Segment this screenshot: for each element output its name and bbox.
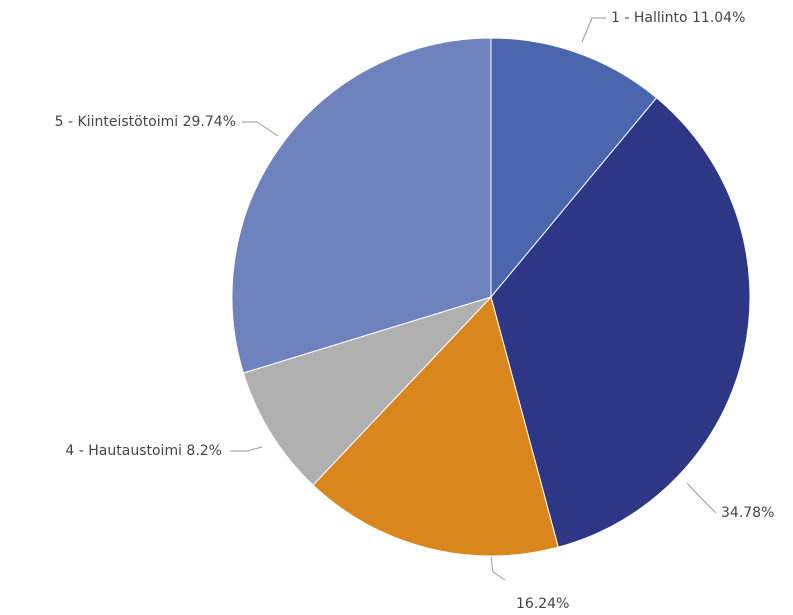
slice-label-1: 1 - Hallinto 11.04%	[611, 10, 745, 26]
slice-label-4: 4 - Hautaustoimi 8.2%	[65, 443, 222, 459]
leader-line-2	[686, 482, 717, 514]
leader-line-4	[230, 446, 263, 452]
pie-slices	[231, 37, 751, 557]
pie-slice-4[interactable]	[242, 295, 493, 486]
slice-label-2: 34.78%	[721, 505, 774, 521]
leader-line-3	[490, 556, 506, 581]
pie-slice-1[interactable]	[490, 37, 658, 299]
slice-labels: 1 - Hallinto 11.04% 34.78% 16.24% 4 - Hauta…	[55, 10, 775, 612]
pie-slice-3[interactable]	[312, 296, 559, 557]
pie-slice-2[interactable]	[490, 97, 751, 548]
slice-label-3: 16.24%	[516, 596, 569, 612]
label-leader-lines	[230, 17, 717, 581]
leader-line-5	[242, 121, 279, 137]
pie-slice-5[interactable]	[231, 37, 492, 374]
slice-label-5: 5 - Kiinteistötoimi 29.74%	[55, 114, 236, 130]
leader-line-1	[581, 17, 606, 43]
